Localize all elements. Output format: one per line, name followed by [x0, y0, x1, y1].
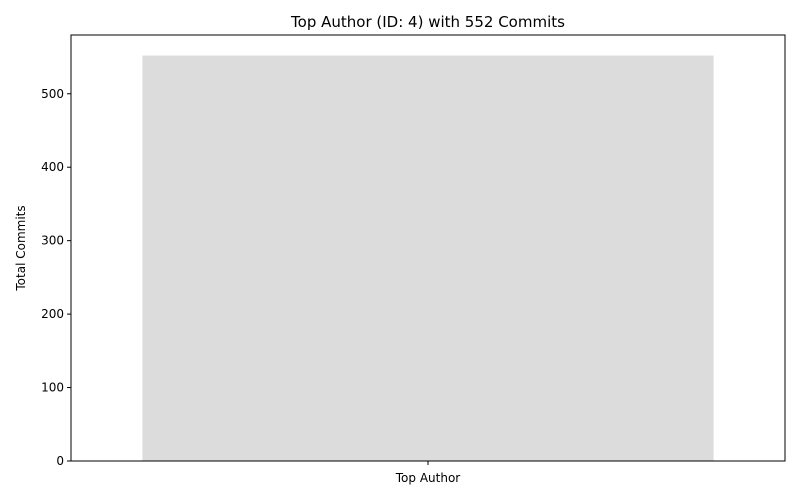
- bar: [142, 55, 714, 461]
- chart-title: Top Author (ID: 4) with 552 Commits: [290, 13, 565, 31]
- y-tick-label: 500: [41, 87, 64, 101]
- y-axis-label: Total Commits: [14, 205, 28, 291]
- plot-frame: [70, 34, 786, 462]
- y-tick-label: 400: [41, 160, 64, 174]
- plot-area: Top Author 0 100 200 300 400 500: [41, 55, 714, 485]
- y-tick-label: 100: [41, 381, 64, 395]
- x-tick-label: Top Author: [395, 471, 461, 485]
- y-tick-label: 300: [41, 234, 64, 248]
- y-tick-label: 200: [41, 307, 64, 321]
- y-tick-label: 0: [56, 454, 64, 468]
